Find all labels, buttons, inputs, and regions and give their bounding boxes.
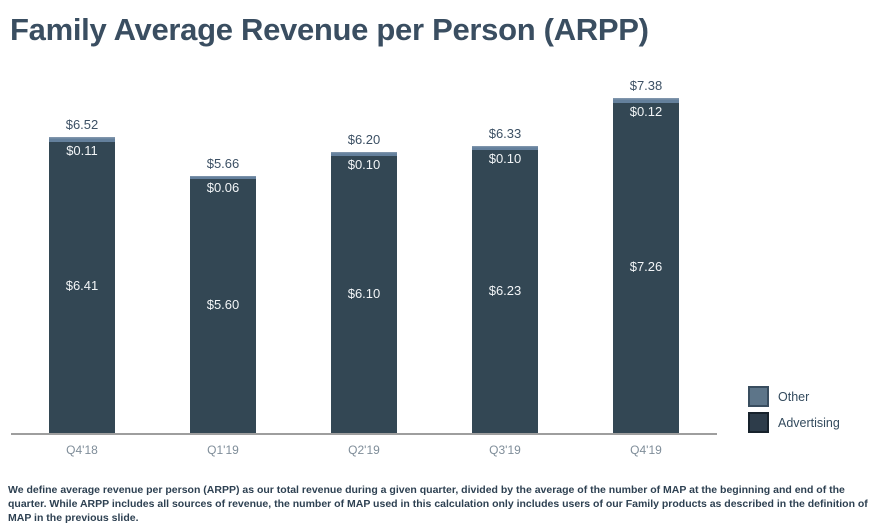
x-axis-line [11, 433, 717, 435]
legend-swatch-other [748, 386, 769, 407]
x-axis-label: Q4'18 [66, 443, 98, 457]
legend-label-other: Other [778, 389, 810, 404]
bar-other-label: $0.11 [66, 142, 98, 158]
x-axis-label: Q1'19 [207, 443, 239, 457]
legend-label-advertising: Advertising [778, 415, 840, 430]
bar-total-label: $5.66 [206, 156, 240, 172]
bar-segment-advertising [49, 141, 115, 433]
arpp-stacked-bar-chart: $6.52 $0.11 $6.41 Q4'18 $5.66 $0.06 $5.60 Q1'19… [11, 77, 840, 457]
x-axis-label: Q3'19 [489, 443, 521, 457]
bar-other-label: $0.06 [206, 179, 240, 195]
bar-advertising-label: $6.10 [347, 285, 381, 301]
bar-advertising-label: $6.23 [488, 282, 522, 298]
legend-item-other: Other [748, 386, 840, 407]
x-axis-label: Q4'19 [630, 443, 662, 457]
bar-advertising-label: $7.26 [629, 259, 663, 275]
bar-total-label: $7.38 [629, 77, 663, 93]
bar-advertising-label: $6.41 [65, 278, 99, 294]
legend-item-advertising: Advertising [748, 412, 840, 433]
bar-other-label: $0.10 [488, 151, 522, 167]
bar-total-label: $6.20 [347, 131, 381, 147]
bar-total-label: $6.33 [488, 125, 522, 141]
chart-legend: Other Advertising [748, 386, 840, 438]
bar-segment-advertising [331, 156, 397, 433]
page-title: Family Average Revenue per Person (ARPP) [10, 12, 649, 47]
footnote-text: We define average revenue per person (AR… [8, 484, 868, 524]
bar-segment-advertising [613, 103, 679, 433]
bar-advertising-label: $5.60 [206, 296, 240, 312]
bar-segment-other [613, 97, 679, 104]
bar-segment-advertising [472, 150, 538, 433]
bar-segment-advertising [190, 178, 256, 433]
legend-swatch-advertising [748, 412, 769, 433]
bar-other-label: $0.12 [629, 104, 663, 120]
x-axis-label: Q2'19 [348, 443, 380, 457]
bar-segment-other [472, 145, 538, 151]
bar-segment-other [331, 151, 397, 157]
bar-other-label: $0.10 [347, 157, 381, 173]
bar-total-label: $6.52 [65, 116, 99, 132]
bar-segment-other [49, 136, 115, 142]
bar-segment-other [190, 176, 256, 179]
